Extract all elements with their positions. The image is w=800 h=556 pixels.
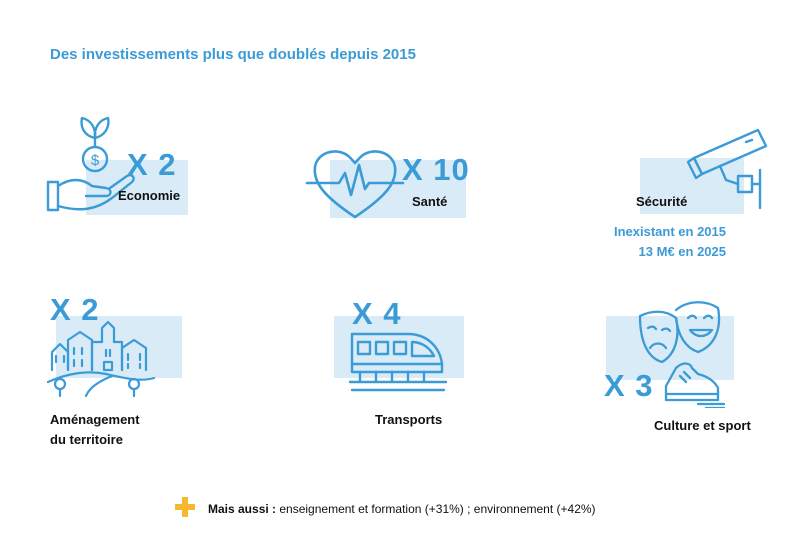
page-title: Des investissements plus que doublés dep… [50, 46, 416, 63]
sante-multiplier: X 10 [402, 152, 470, 187]
footer-bold: Mais aussi : [208, 502, 277, 516]
train-icon [348, 332, 448, 392]
security-camera-icon [686, 128, 768, 210]
amenagement-panel [56, 316, 182, 378]
culture-multiplier: X 3 [604, 368, 654, 403]
svg-text:$: $ [91, 152, 100, 169]
amenagement-multiplier: X 2 [50, 292, 100, 327]
transports-label: Transports [375, 412, 443, 427]
heartbeat-icon [305, 150, 405, 219]
economie-multiplier: X 2 [127, 147, 177, 182]
footer-note: Mais aussi : enseignement et formation (… [208, 502, 596, 516]
footer-text: enseignement et formation (+31%) ; envir… [276, 502, 596, 516]
securite-note-line2: 13 M€ en 2025 [638, 244, 726, 259]
culture-label: Culture et sport [654, 418, 751, 433]
amenagement-label-line2: du territoire [50, 432, 123, 447]
sante-label: Santé [412, 194, 448, 209]
amenagement-label-line1: Aménagement [50, 412, 140, 427]
plus-icon [175, 497, 195, 517]
economie-label: Economie [118, 188, 181, 203]
securite-label: Sécurité [636, 194, 688, 209]
culture-panel [606, 316, 734, 380]
town-icon [46, 320, 156, 398]
theatre-masks-sneaker-icon [638, 301, 726, 408]
transports-multiplier: X 4 [352, 296, 402, 331]
securite-note-line1: Inexistant en 2015 [614, 224, 726, 239]
money-plant-hand-icon: $ [46, 116, 135, 212]
